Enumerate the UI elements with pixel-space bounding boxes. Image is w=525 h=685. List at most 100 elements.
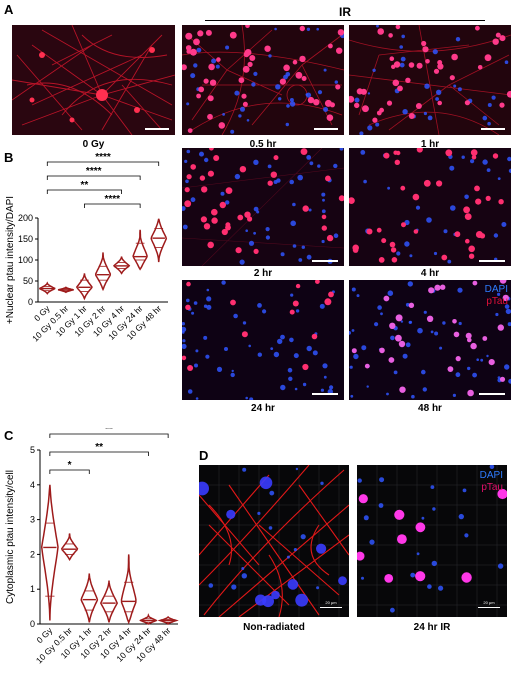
caption-1hr: 1 hr: [420, 139, 440, 150]
dapi-nucleus: [507, 156, 511, 162]
dapi-nucleus: [186, 298, 190, 303]
chart-nuclear-ptau: 0 50 100 150 200+Nuclear ptau intensity/DAPI…: [5, 152, 168, 343]
panel-letter-a: A: [4, 2, 14, 17]
ptau-nucleus: [445, 149, 453, 157]
dapi-nucleus: [297, 174, 303, 181]
ptau-nucleus: [209, 148, 214, 151]
dapi-nucleus: [230, 129, 235, 134]
ptau-nucleus: [423, 179, 431, 187]
dapi-nucleus: [487, 121, 491, 126]
ptau-nucleus: [307, 96, 315, 104]
ptau-nucleus: [441, 254, 448, 261]
ptau-nucleus: [377, 28, 384, 35]
cell-nuclei: [349, 148, 511, 264]
ptau-nucleus: [184, 200, 192, 208]
ptau-nucleus: [465, 238, 470, 244]
micrograph-3d-24hr-ir: [357, 465, 507, 617]
dapi-nucleus: [215, 64, 220, 69]
ptau-nucleus: [499, 376, 506, 382]
dapi-nucleus: [351, 329, 355, 332]
ptau-nucleus: [325, 175, 331, 182]
dapi-nucleus: [286, 555, 290, 559]
ptau-nucleus: [381, 238, 387, 244]
dapi-nucleus: [322, 363, 328, 369]
dapi-nucleus: [280, 384, 286, 391]
ptau-nucleus: [383, 152, 390, 159]
dapi-nucleus: [309, 161, 314, 166]
ptau-nucleus: [243, 51, 250, 58]
dapi-nucleus: [415, 205, 421, 210]
dapi-nucleus: [268, 526, 273, 530]
ptau-nucleus: [300, 148, 308, 155]
micrograph-0gy-art: [12, 25, 175, 135]
neuron-somas: [29, 47, 155, 123]
dapi-nucleus: [306, 155, 312, 160]
dapi-nucleus: [285, 122, 289, 127]
scale-bar: [478, 607, 500, 608]
dapi-nucleus: [374, 322, 379, 327]
dapi-nucleus: [367, 92, 371, 95]
dapi-nucleus: [195, 349, 199, 353]
dapi-nucleus: [322, 198, 325, 202]
scale-bar: [314, 128, 338, 130]
dapi-nucleus: [450, 205, 456, 211]
dapi-nucleus: [208, 583, 214, 588]
ptau-nucleus: [389, 241, 396, 248]
dapi-nucleus: [182, 224, 188, 230]
dapi-nucleus: [433, 251, 438, 256]
dapi-nucleus: [253, 71, 258, 76]
ptau-nucleus: [241, 331, 248, 338]
dapi-nucleus: [427, 584, 432, 589]
caption-2hr: 2 hr: [253, 268, 273, 279]
dapi-nucleus: [300, 534, 306, 540]
ptau-nucleus: [398, 340, 406, 348]
significance-bracket: [46, 161, 160, 166]
dapi-nucleus: [487, 103, 492, 107]
dapi-nucleus: [455, 37, 461, 42]
micrograph-3d-non-radiated-art: [199, 465, 349, 617]
significance-bracket: [84, 203, 141, 208]
ptau-nucleus: [477, 65, 483, 70]
ptau-nucleus: [468, 253, 475, 259]
dapi-nucleus: [407, 281, 413, 287]
ptau-nucleus: [470, 342, 477, 350]
ptau-nucleus: [415, 103, 422, 109]
ptau-nucleus: [182, 355, 187, 361]
ptau-nucleus: [468, 245, 475, 253]
neurite-network: [182, 148, 344, 266]
dapi-nucleus: [353, 353, 359, 360]
ptau-nucleus: [362, 105, 369, 113]
ptau-nucleus: [378, 257, 385, 263]
dapi-nucleus: [287, 579, 299, 590]
ptau-nucleus: [264, 45, 271, 52]
ptau-nucleus: [207, 170, 214, 177]
violin-5: [139, 613, 158, 625]
dapi-nucleus: [363, 179, 367, 184]
ptau-nucleus: [244, 211, 251, 218]
dapi-nucleus: [422, 387, 427, 392]
dapi-nucleus: [400, 320, 404, 323]
ptau-nucleus: [472, 280, 478, 286]
dapi-nucleus: [269, 490, 275, 496]
dapi-nucleus: [421, 516, 425, 520]
micrograph-1hr: [349, 25, 511, 135]
dapi-nucleus: [321, 239, 325, 244]
dapi-nucleus: [230, 372, 235, 378]
dapi-nucleus: [295, 309, 300, 313]
dapi-nucleus: [387, 290, 394, 296]
scale-text: 20 μm: [483, 600, 495, 605]
dapi-nucleus: [438, 585, 444, 591]
legend-ptau: pTau: [481, 482, 503, 493]
dapi-nucleus: [306, 27, 311, 31]
dapi-nucleus: [431, 560, 437, 567]
ptau-nucleus: [187, 365, 194, 371]
ptau-nucleus: [452, 319, 457, 324]
dapi-nucleus: [393, 370, 398, 375]
ptau-nucleus: [242, 65, 250, 73]
dapi-nucleus: [377, 305, 382, 310]
ptau-nucleus: [408, 62, 415, 68]
dapi-nucleus: [400, 56, 406, 62]
ptau-nucleus: [376, 227, 382, 233]
ptau-nucleus: [497, 488, 507, 500]
dapi-nucleus: [253, 231, 256, 235]
